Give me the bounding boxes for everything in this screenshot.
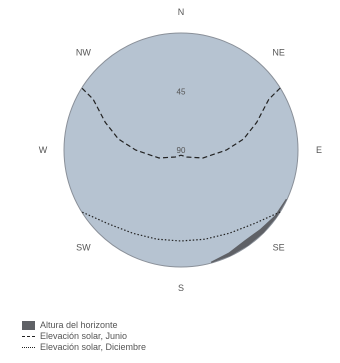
direction-label-sw: SW (76, 243, 91, 253)
legend-swatch-december (22, 347, 35, 348)
elevation-label-90: 90 (177, 146, 186, 155)
sun-path-june (81, 87, 281, 159)
direction-label-e: E (316, 145, 322, 155)
legend: Altura del horizonte Elevación solar, Ju… (22, 320, 146, 353)
sun-path-december (81, 211, 281, 242)
legend-item-june: Elevación solar, Junio (22, 331, 146, 342)
sky-disc (63, 32, 299, 268)
direction-label-se: SE (273, 243, 285, 253)
direction-label-w: W (39, 145, 48, 155)
legend-label-december: Elevación solar, Diciembre (40, 342, 147, 352)
elevation-label-45: 45 (177, 88, 186, 97)
legend-item-horizon: Altura del horizonte (22, 320, 146, 331)
legend-item-december: Elevación solar, Diciembre (22, 342, 146, 353)
legend-swatch-june (22, 336, 35, 337)
direction-label-nw: NW (76, 47, 91, 57)
legend-label-june: Elevación solar, Junio (40, 331, 128, 341)
direction-label-n: N (178, 7, 185, 17)
legend-label-horizon: Altura del horizonte (40, 320, 118, 330)
direction-label-ne: NE (272, 47, 285, 57)
legend-swatch-horizon (22, 321, 35, 330)
direction-label-s: S (178, 283, 184, 293)
